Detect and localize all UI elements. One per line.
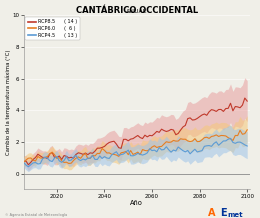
Text: E: E	[220, 208, 226, 218]
Title: CANTÁBRICO OCCIDENTAL: CANTÁBRICO OCCIDENTAL	[75, 5, 198, 15]
Text: ANUAL: ANUAL	[126, 9, 147, 14]
Y-axis label: Cambio de la temperatura máxima (°C): Cambio de la temperatura máxima (°C)	[5, 49, 11, 155]
X-axis label: Año: Año	[130, 200, 143, 206]
Text: © Agencia Estatal de Meteorología: © Agencia Estatal de Meteorología	[5, 213, 67, 217]
Text: met: met	[228, 211, 243, 218]
Legend: RCP8.5      ( 14 ), RCP6.0      (  6 ), RCP4.5      ( 13 ): RCP8.5 ( 14 ), RCP6.0 ( 6 ), RCP4.5 ( 13…	[25, 17, 80, 40]
Text: A: A	[208, 208, 216, 218]
